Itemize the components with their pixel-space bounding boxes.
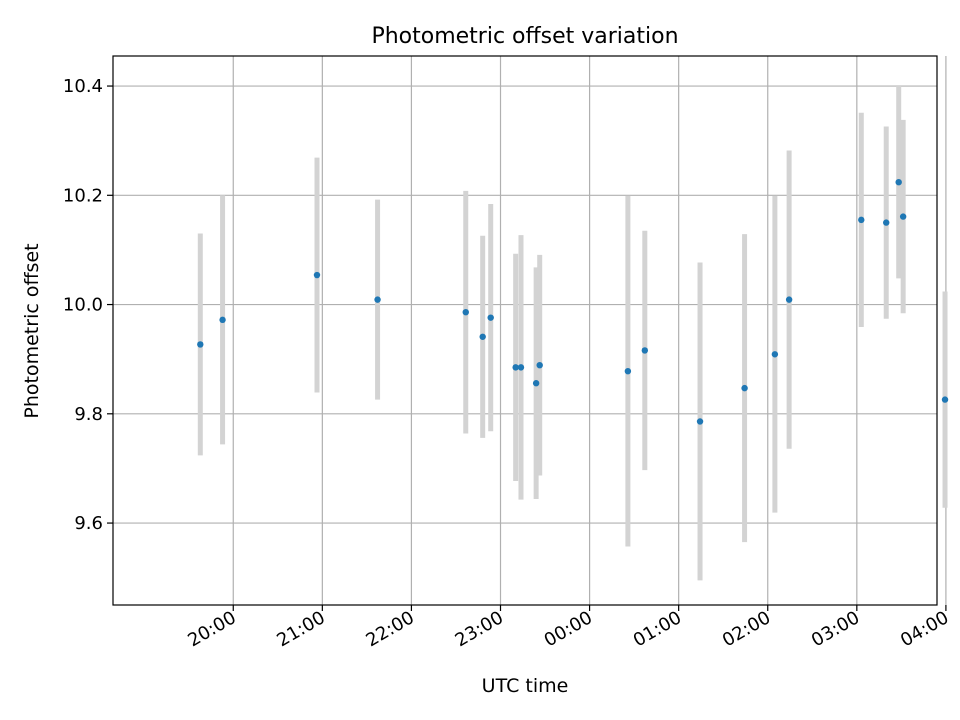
data-point: [696, 418, 704, 425]
y-tick-label: 9.8: [74, 404, 103, 425]
data-point: [641, 347, 649, 354]
data-point: [536, 361, 543, 369]
data-point: [374, 296, 381, 303]
data-point: [517, 364, 525, 371]
data-point: [741, 384, 748, 392]
y-tick-label: 10.2: [63, 185, 103, 206]
data-point: [512, 364, 519, 371]
data-point: [487, 314, 494, 321]
data-point: [899, 213, 907, 220]
y-tick-label: 10.4: [63, 76, 103, 97]
chart-title: Photometric offset variation: [371, 24, 678, 49]
y-tick-label: 10.0: [63, 295, 103, 316]
data-point: [532, 380, 540, 387]
data-point: [883, 219, 890, 226]
data-point: [624, 367, 632, 375]
y-axis-ticks: 9.6 9.8 10.0 10.2 10.4: [63, 76, 113, 534]
data-point: [197, 341, 204, 348]
plot-frame: [112, 55, 938, 606]
data-point: [858, 216, 865, 224]
grid: [113, 56, 947, 605]
data-points: [197, 178, 949, 425]
data-point: [941, 396, 949, 403]
x-axis-label: UTC time: [482, 675, 569, 697]
data-point: [785, 296, 793, 303]
data-point: [895, 178, 902, 186]
data-point: [771, 351, 779, 358]
data-point: [479, 333, 486, 340]
y-tick-label: 9.6: [74, 513, 103, 534]
data-point: [219, 316, 226, 324]
y-axis-label: Photometric offset: [21, 243, 43, 418]
data-point: [462, 309, 469, 316]
data-point: [313, 271, 321, 279]
